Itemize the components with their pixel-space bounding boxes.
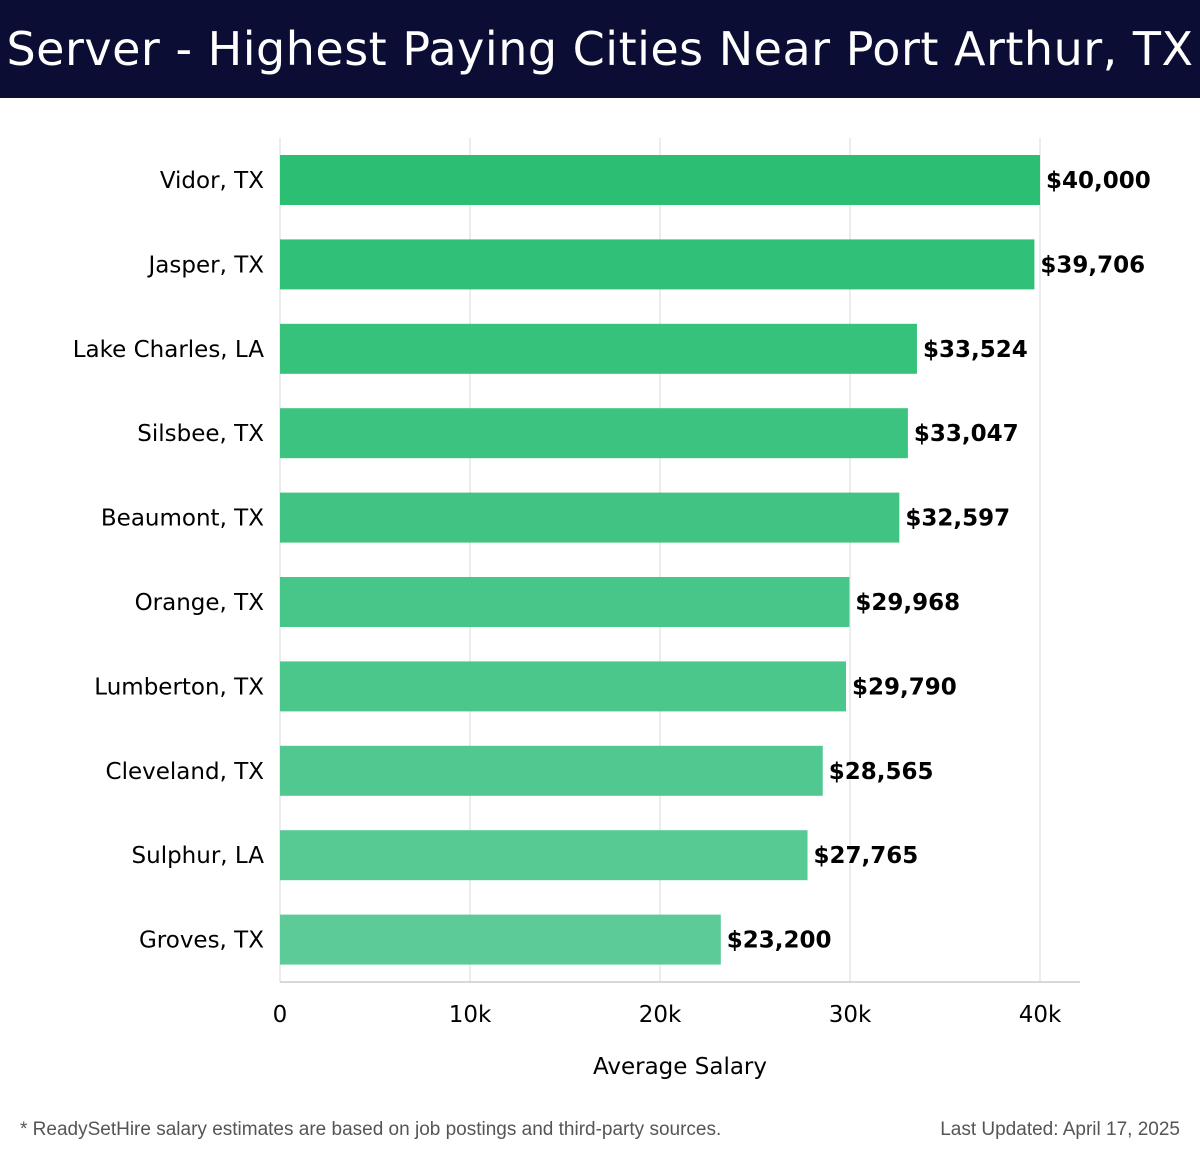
bar-3 [280, 408, 908, 459]
x-tick-label-0: 0 [273, 1002, 288, 1028]
x-axis-label: Average Salary [593, 1054, 767, 1080]
bar-2 [280, 323, 917, 374]
value-label-2: $33,524 [923, 337, 1028, 363]
chart-title: Server - Highest Paying Cities Near Port… [6, 22, 1194, 76]
category-label-8: Sulphur, LA [132, 843, 265, 869]
bar-6 [280, 661, 847, 712]
value-label-9: $23,200 [727, 928, 832, 954]
category-labels: Vidor, TX Jasper, TX Lake Charles, LA Silsb… [73, 168, 265, 954]
bar-9 [280, 914, 721, 965]
value-label-8: $27,765 [814, 843, 919, 869]
category-label-4: Beaumont, TX [101, 506, 264, 532]
bar-4 [280, 492, 900, 543]
value-label-4: $32,597 [905, 506, 1010, 532]
category-label-1: Jasper, TX [147, 252, 265, 278]
value-label-3: $33,047 [914, 421, 1019, 447]
x-tick-label-40k: 40k [1019, 1002, 1062, 1028]
x-tick-label-20k: 20k [639, 1002, 682, 1028]
category-label-9: Groves, TX [139, 928, 264, 954]
x-tick-labels: 0 10k 20k 30k 40k [273, 1002, 1062, 1028]
value-label-0: $40,000 [1046, 168, 1151, 194]
bar-1 [280, 239, 1035, 290]
chart-header: Server - Highest Paying Cities Near Port… [0, 0, 1200, 98]
x-tick-label-10k: 10k [449, 1002, 492, 1028]
value-label-7: $28,565 [829, 759, 934, 785]
category-label-5: Orange, TX [135, 590, 265, 616]
bar-8 [280, 830, 808, 881]
bar-chart: Vidor, TX Jasper, TX Lake Charles, LA Silsb… [73, 138, 1151, 1080]
value-label-5: $29,968 [855, 590, 960, 616]
category-label-0: Vidor, TX [160, 168, 264, 194]
bar-7 [280, 745, 823, 796]
category-label-7: Cleveland, TX [106, 759, 265, 785]
category-label-3: Silsbee, TX [137, 421, 264, 447]
category-label-6: Lumberton, TX [94, 674, 264, 700]
last-updated: Last Updated: April 17, 2025 [940, 1119, 1180, 1140]
value-label-1: $39,706 [1040, 252, 1145, 278]
bar-0 [280, 155, 1040, 205]
x-tick-label-30k: 30k [829, 1002, 872, 1028]
category-label-2: Lake Charles, LA [73, 337, 265, 363]
bars [280, 155, 1040, 965]
value-label-6: $29,790 [852, 674, 957, 700]
value-labels: $40,000 $39,706 $33,524 $33,047 $32,597 $29,9… [727, 168, 1151, 954]
footnote: * ReadySetHire salary estimates are base… [20, 1119, 722, 1140]
bar-5 [280, 577, 850, 627]
